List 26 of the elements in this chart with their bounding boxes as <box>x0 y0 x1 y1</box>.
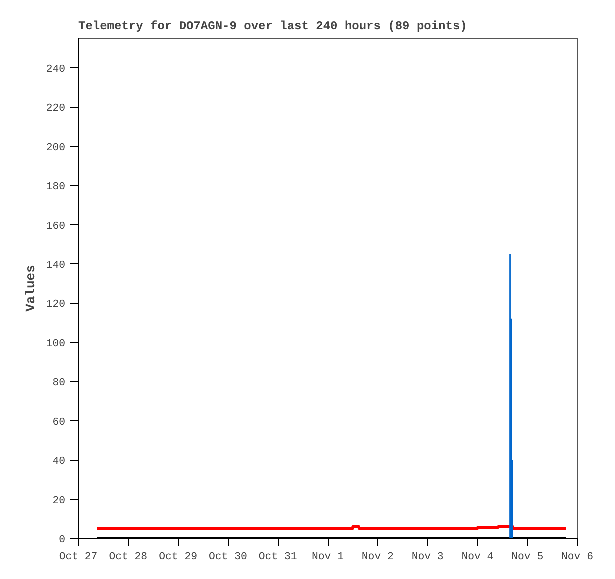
x-tick-label: Nov 5 <box>512 552 544 564</box>
y-tick-label: 200 <box>46 142 66 154</box>
y-tick-label: 180 <box>46 182 66 194</box>
y-tick-label: 80 <box>52 378 66 390</box>
y-tick-label: 0 <box>59 534 66 546</box>
x-tick-label: Nov 1 <box>312 552 344 564</box>
y-tick-label: 140 <box>46 260 66 272</box>
y-tick-label: 160 <box>46 220 66 233</box>
y-tick-label: 20 <box>52 495 66 508</box>
y-tick-label: 60 <box>52 416 66 429</box>
x-tick-label: Nov 6 <box>562 552 594 564</box>
x-tick-label: Oct 29 <box>159 552 198 564</box>
x-tick-label: Nov 3 <box>412 552 444 564</box>
x-tick-label: Oct 27 <box>59 552 98 564</box>
x-tick-label: Oct 31 <box>258 552 298 564</box>
x-tick-label: Nov 4 <box>462 552 494 564</box>
y-axis-title: Values <box>23 264 38 312</box>
x-tick-label: Nov 2 <box>362 552 394 564</box>
y-tick-label: 40 <box>52 456 66 468</box>
x-tick-label: Oct 30 <box>209 552 248 564</box>
y-tick-label: 120 <box>46 299 66 312</box>
y-tick-label: 100 <box>46 338 66 350</box>
x-tick-label: Oct 28 <box>109 552 148 564</box>
y-tick-label: 220 <box>46 103 66 116</box>
y-tick-label: 240 <box>46 64 66 76</box>
chart-title: Telemetry for DO7AGN-9 over last 240 hours (89 points) <box>78 20 468 34</box>
